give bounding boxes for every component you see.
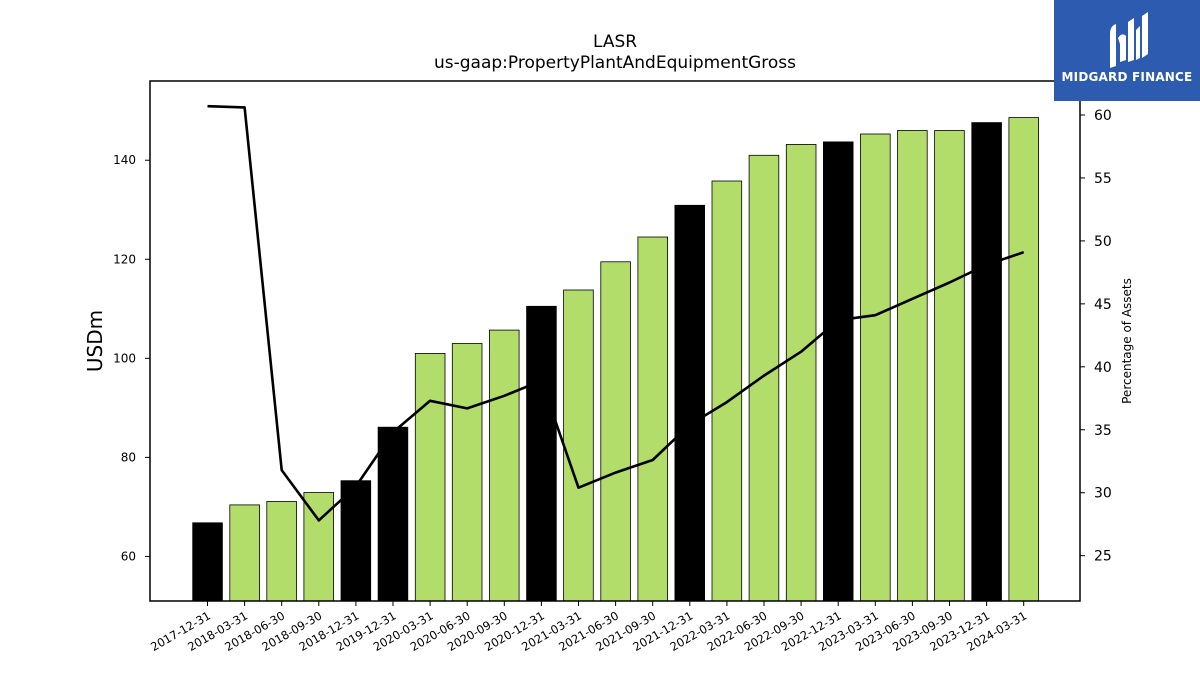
bar-2018-09-30: [303, 492, 334, 602]
y-tick-label: 120: [113, 252, 136, 266]
logo-mark-icon: [1110, 12, 1148, 68]
y2-tick-label: 30: [1094, 486, 1112, 502]
y2-tick-label: 40: [1094, 360, 1112, 376]
y-tick-label: 60: [121, 549, 136, 563]
x-axis-ticks: 2017-12-312018-03-312018-06-302018-09-30…: [148, 601, 1029, 654]
bar-2021-03-31: [563, 289, 594, 602]
bar-2020-03-31: [414, 352, 446, 602]
y-tick-label: 140: [113, 153, 136, 167]
bar-2022-03-31: [711, 180, 743, 602]
bar-2021-09-30: [637, 236, 669, 602]
bar-2020-09-30: [488, 329, 520, 602]
logo-text: MIDGARD FINANCE: [1061, 70, 1193, 84]
bar-2023-03-31: [860, 133, 891, 602]
y2-tick-label: 35: [1094, 423, 1112, 439]
bar-2022-12-31: [823, 141, 854, 602]
y-axis-ticks: 60 80 100 120 140: [113, 153, 150, 563]
y2-tick-label: 50: [1094, 234, 1112, 250]
y-tick-label: 80: [121, 450, 136, 464]
midgard-finance-logo: MIDGARD FINANCE: [1054, 0, 1200, 101]
bar-2021-06-30: [600, 261, 631, 602]
bar-2021-12-31: [674, 204, 706, 602]
bar-2022-09-30: [785, 143, 817, 602]
y2-tick-label: 25: [1094, 549, 1112, 565]
bar-2023-12-31: [971, 122, 1002, 602]
bar-2018-12-31: [340, 480, 372, 602]
percentage-of-assets-line: [207, 104, 1025, 522]
bar-2023-06-30: [897, 130, 928, 602]
y2-axis-ticks: 25 30 35 40 45 50 55 60: [1080, 108, 1112, 565]
bar-2020-06-30: [451, 343, 483, 602]
chart-title: LASR: [592, 32, 638, 52]
bar-2018-06-30: [266, 501, 297, 602]
y-axis-label: USDm: [83, 310, 107, 372]
bar-2023-09-30: [934, 130, 965, 602]
bar-2022-06-30: [748, 154, 780, 602]
bar-2017-12-31: [192, 522, 223, 602]
bar-2020-12-31: [526, 305, 557, 602]
y-tick-label: 100: [113, 351, 136, 365]
bar-2018-03-31: [229, 504, 260, 602]
line-layer: [207, 104, 1025, 522]
y2-tick-label: 55: [1094, 171, 1112, 187]
y2-tick-label: 45: [1094, 297, 1112, 313]
plot-frame: [149, 80, 1081, 602]
y2-tick-label: 60: [1094, 108, 1112, 124]
bar-2024-03-31: [1008, 117, 1040, 602]
bars-layer: [192, 117, 1040, 602]
bar-2019-12-31: [377, 426, 409, 602]
chart-subtitle: us-gaap:PropertyPlantAndEquipmentGross: [433, 53, 797, 73]
y2-axis-label: Percentage of Assets: [1120, 278, 1134, 404]
